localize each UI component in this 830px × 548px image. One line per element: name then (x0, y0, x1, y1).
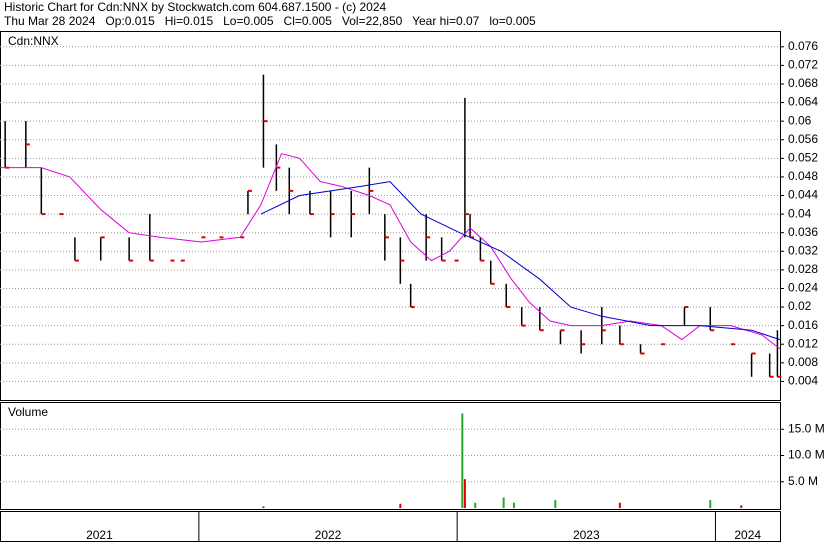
volume-bar (512, 502, 515, 508)
volume-tick-label: 5.0 M (788, 474, 818, 488)
volume-tick-label: 10.0 M (788, 448, 825, 462)
y-tick-label: 0.004 (788, 374, 818, 388)
x-tick-label: 2021 (86, 528, 113, 542)
y-tick-label: 0.04 (788, 206, 812, 220)
y-tick-label: 0.052 (788, 151, 818, 165)
x-tick-label: 2022 (315, 528, 342, 542)
moving-average (0, 153, 781, 350)
volume-bar (709, 500, 712, 508)
volume-bar (474, 502, 477, 508)
y-tick-label: 0.036 (788, 225, 818, 239)
time-frame (0, 511, 781, 542)
y-tick-label: 0.024 (788, 281, 818, 295)
y-tick-label: 0.016 (788, 318, 818, 332)
volume-bar (399, 503, 402, 508)
volume-label: Volume (8, 405, 48, 419)
volume-bar (740, 505, 743, 508)
y-tick-label: 0.008 (788, 355, 818, 369)
y-tick-label: 0.056 (788, 132, 818, 146)
volume-bar (502, 497, 505, 508)
x-tick-label: 2024 (734, 528, 761, 542)
y-tick-label: 0.064 (788, 95, 818, 109)
y-tick-label: 0.072 (788, 58, 818, 72)
chart-title: Historic Chart for Cdn:NNX by Stockwatch… (4, 0, 386, 14)
y-tick-label: 0.068 (788, 76, 818, 90)
moving-average (260, 181, 781, 341)
y-tick-label: 0.048 (788, 169, 818, 183)
x-tick-label: 2023 (573, 528, 600, 542)
y-tick-label: 0.06 (788, 113, 812, 127)
y-tick-label: 0.032 (788, 243, 818, 257)
y-tick-label: 0.076 (788, 39, 818, 53)
volume-bar (461, 413, 464, 508)
y-tick-label: 0.044 (788, 188, 818, 202)
volume-bar (618, 502, 621, 508)
price-frame (0, 31, 781, 401)
y-tick-label: 0.012 (788, 336, 818, 350)
volume-tick-label: 15.0 M (788, 421, 825, 435)
volume-bar (262, 506, 265, 508)
symbol-label: Cdn:NNX (8, 34, 59, 48)
volume-bar (554, 500, 557, 508)
chart-subtitle: Thu Mar 28 2024 Op:0.015 Hi=0.015 Lo=0.0… (4, 14, 536, 28)
y-tick-label: 0.02 (788, 299, 812, 313)
y-tick-label: 0.028 (788, 262, 818, 276)
volume-bar (463, 479, 466, 508)
